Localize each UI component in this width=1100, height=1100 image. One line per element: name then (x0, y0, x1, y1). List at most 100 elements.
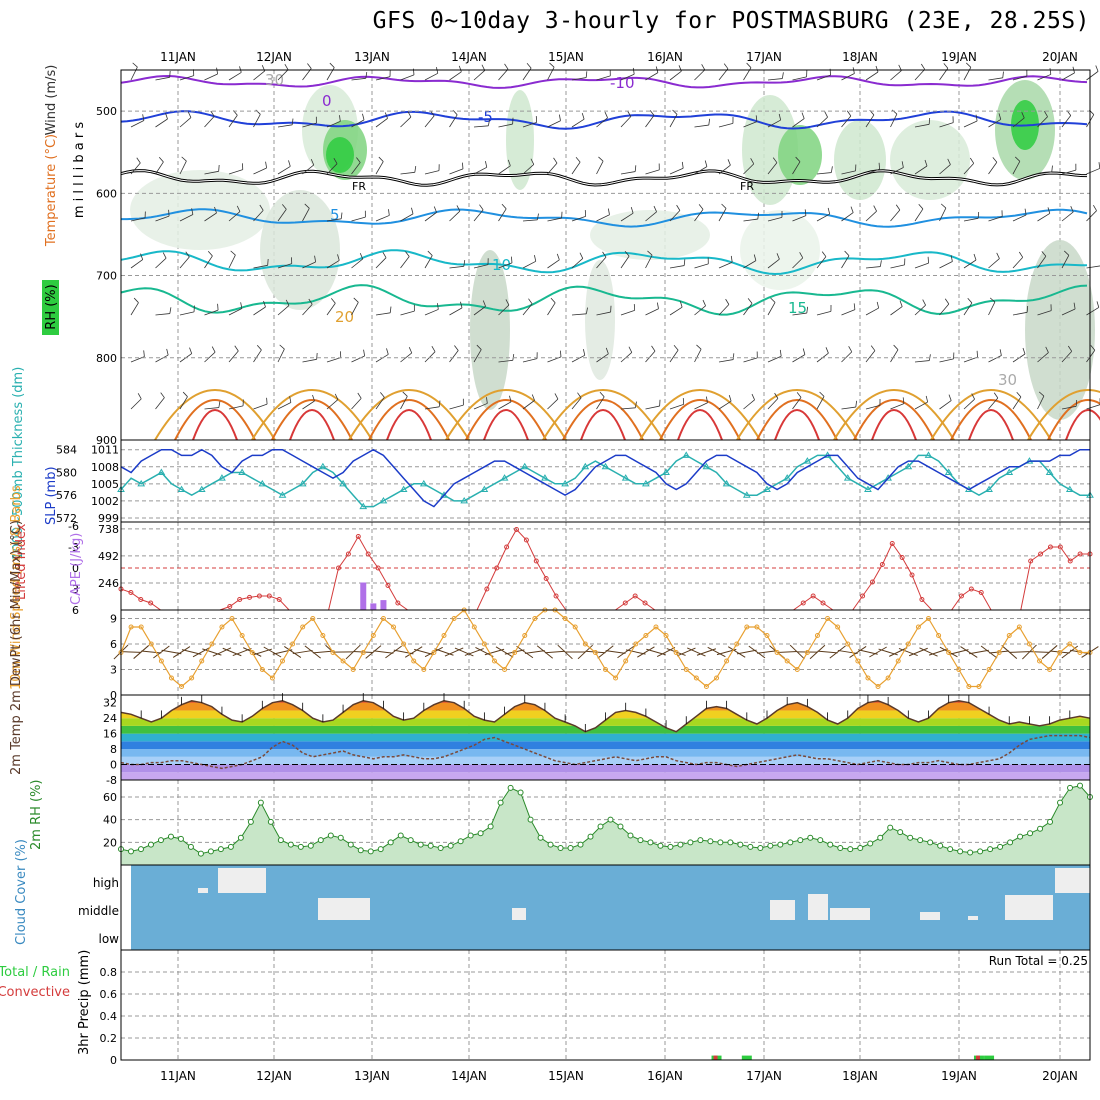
wind-barb-staff (326, 218, 342, 222)
wind-barb (694, 64, 706, 81)
wind-barb-flag (169, 70, 171, 78)
wind-barb-flag (610, 305, 612, 313)
surface-wind-barb (736, 649, 757, 655)
wind-barb-flag (922, 299, 926, 306)
wind-barb (155, 348, 169, 363)
wind-barb (498, 354, 515, 363)
wind-barb-flag (1041, 251, 1047, 257)
surface-wind-barb (1029, 651, 1050, 653)
wind-speed-point (411, 658, 417, 664)
rh-point (637, 837, 644, 844)
wind-barb-staff (792, 397, 802, 410)
wind-barb (155, 392, 165, 410)
wind-barb-staff (694, 69, 706, 81)
wind-barb-staff (865, 168, 880, 175)
surface-wind-barb-staff (625, 649, 646, 655)
wind-barb (620, 346, 633, 363)
wind-barb-staff (498, 262, 513, 269)
wind-barb-staff (596, 117, 608, 128)
wind-barb (449, 301, 463, 316)
wind-barb-flag (433, 206, 437, 213)
surface-wind-barb-staff (908, 647, 928, 657)
wind-speed-point (1037, 658, 1043, 664)
wind-barb (400, 166, 417, 175)
wind-barb (228, 110, 238, 128)
rh-point (977, 848, 984, 855)
rh-point (737, 841, 744, 848)
wind-barb (204, 164, 220, 175)
wind-barb (228, 250, 236, 269)
wind-barb-flag (630, 207, 634, 214)
wind-barb-flag (437, 303, 439, 310)
wind-barb (767, 349, 782, 363)
wind-barb (522, 394, 535, 410)
wind-barb-staff (277, 348, 285, 363)
wind-barb (375, 156, 384, 175)
wind-barb-staff (1061, 72, 1075, 81)
wind-barb (473, 258, 489, 269)
rh-tick-label: 20 (103, 836, 117, 849)
wind-speed-point (360, 650, 366, 655)
wind-barb (302, 116, 317, 128)
li-point (622, 600, 628, 606)
isotherm-warm (174, 399, 256, 441)
wind-barb-staff (302, 358, 317, 363)
wind-barb (792, 156, 801, 175)
wind-barb (1086, 398, 1100, 410)
surface-wind-barb-staff (687, 647, 706, 657)
wind-barb-staff (400, 74, 415, 81)
wind-barb-staff (939, 358, 954, 363)
cloud-block (830, 908, 870, 920)
rh-point (747, 843, 754, 850)
wind-barb-flag (683, 259, 686, 266)
wind-barb-flag (411, 207, 414, 214)
surface-wind-barb (656, 647, 676, 657)
wind-speed-point (744, 624, 750, 630)
wind-barb (694, 118, 711, 128)
surface-wind-barb-staff (748, 645, 766, 659)
surface-wind-barb (153, 645, 170, 659)
wind-barb (963, 114, 978, 128)
rh-point (197, 850, 204, 857)
wind-barb-staff (743, 121, 758, 128)
wind-barb-flag (234, 345, 239, 352)
wind-barb-flag (609, 69, 611, 76)
wind-barb (571, 349, 586, 363)
surface-wind-barb-staff (133, 645, 150, 659)
wind-barb (424, 206, 437, 222)
wind-barb (841, 400, 858, 410)
thickness-point (278, 491, 287, 498)
wind-barb-flag (267, 258, 269, 266)
wind-barb-staff (890, 113, 898, 128)
wind-speed-point (693, 675, 699, 681)
wind-barb-flag (1049, 68, 1052, 75)
wind-barb-flag (454, 345, 459, 351)
slp-axis-label: SLP (mb) (44, 466, 59, 525)
wind-barb-staff (498, 359, 513, 363)
surface-wind-barb-staff (889, 647, 908, 657)
wind-barb-staff (326, 67, 335, 81)
surface-wind-barb-staff (222, 647, 242, 657)
surface-wind-barb (495, 646, 514, 658)
temp-axis-title: 2m Temp 2m DewPt (6hr Min/Max) (°C) (9, 520, 24, 775)
wind-barb (1061, 163, 1077, 175)
surface-wind-barb (625, 649, 646, 655)
wind-barb-staff (816, 396, 825, 410)
isotherm-warm (289, 409, 335, 441)
wind-barb-staff (130, 217, 146, 222)
rh-point (337, 834, 344, 841)
wind-barb (620, 251, 630, 269)
wind-barb-staff (326, 302, 336, 316)
li-point (266, 593, 272, 599)
wind-barb-staff (449, 210, 461, 222)
wind-barb-flag (1001, 210, 1003, 217)
wind-barb-flag (746, 62, 752, 68)
wind-barb-staff (865, 210, 877, 222)
wind-barb-staff (375, 396, 385, 410)
isotherm-15 (120, 284, 1088, 316)
wind-barb-staff (253, 210, 264, 222)
rh-point (227, 843, 234, 850)
wind-barb (743, 212, 760, 222)
wind-barb (865, 162, 880, 175)
wind-barb (620, 304, 636, 316)
